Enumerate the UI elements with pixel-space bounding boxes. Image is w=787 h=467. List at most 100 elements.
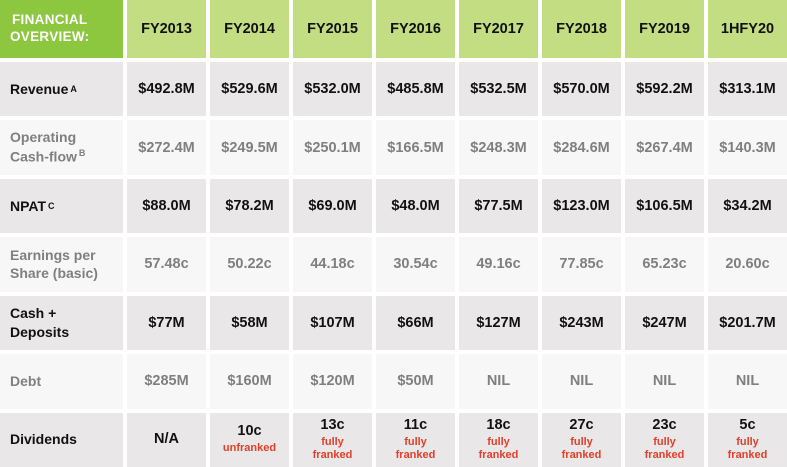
dividend-cell: 27c fully franked: [542, 412, 621, 467]
dividends-label: Dividends: [10, 431, 77, 448]
franking-note: fully franked: [728, 436, 768, 462]
dividend-cell: 11c fully franked: [376, 412, 455, 467]
revenue-cell: $492.8M: [127, 62, 206, 117]
debt-cell: $50M: [376, 354, 455, 409]
eps-cell: 30.54c: [376, 237, 455, 292]
eps-cell: 20.60c: [708, 237, 787, 292]
debt-cell: $285M: [127, 354, 206, 409]
row-label-revenue: Revenue A: [0, 62, 123, 117]
dividend-cell: 13c fully franked: [293, 412, 372, 467]
dividend-amount: 13c: [320, 416, 345, 433]
dividend-amount: 5c: [739, 416, 756, 433]
eps-label-line2: Share (basic): [10, 265, 98, 282]
franking-note: fully franked: [479, 436, 519, 462]
opcash-cell: $250.1M: [293, 120, 372, 175]
franking-note-line1: fully: [321, 435, 344, 448]
franking-note-line1: fully: [404, 435, 427, 448]
eps-label-line1: Earnings per: [10, 246, 96, 263]
revenue-cell: $570.0M: [542, 62, 621, 117]
npat-cell: $78.2M: [210, 178, 289, 234]
cash-cell: $66M: [376, 295, 455, 351]
eps-cell: 77.85c: [542, 237, 621, 292]
opcash-cell: $140.3M: [708, 120, 787, 175]
opcash-cell: $284.6M: [542, 120, 621, 175]
year-header-fy2018: FY2018: [542, 0, 621, 58]
eps-cell: 65.23c: [625, 237, 704, 292]
franking-note-line1: fully: [487, 435, 510, 448]
cash-cell: $247M: [625, 295, 704, 351]
dividend-amount: 10c: [237, 423, 262, 440]
npat-footnote: C: [48, 200, 55, 211]
npat-cell: $69.0M: [293, 178, 372, 234]
row-label-debt: Debt: [0, 354, 123, 409]
debt-cell: $160M: [210, 354, 289, 409]
opcash-cell: $166.5M: [376, 120, 455, 175]
cash-cell: $77M: [127, 295, 206, 351]
franking-note-line2: franked: [478, 448, 519, 461]
npat-cell: $48.0M: [376, 178, 455, 234]
dividend-amount: 27c: [569, 416, 594, 433]
revenue-cell: $532.5M: [459, 62, 538, 117]
eps-cell: 44.18c: [293, 237, 372, 292]
dividend-cell: 18c fully franked: [459, 412, 538, 467]
franking-note: unfranked: [222, 442, 277, 455]
row-label-eps: Earnings per Share (basic): [0, 237, 123, 292]
eps-cell: 50.22c: [210, 237, 289, 292]
franking-note-line1: fully: [736, 435, 759, 448]
opcash-label-line1: Operating: [10, 129, 77, 146]
year-header-1hfy20: 1HFY20: [708, 0, 787, 58]
dividend-cell: 10c unfranked: [210, 412, 289, 467]
opcash-footnote: B: [78, 148, 86, 159]
year-header-fy2019: FY2019: [625, 0, 704, 58]
franking-note-line2: franked: [312, 448, 353, 461]
year-header-fy2015: FY2015: [293, 0, 372, 58]
eps-cell: 49.16c: [459, 237, 538, 292]
revenue-label: Revenue: [10, 80, 69, 97]
cash-cell: $127M: [459, 295, 538, 351]
dividend-amount: 11c: [403, 416, 428, 433]
year-header-fy2016: FY2016: [376, 0, 455, 58]
opcash-cell: $267.4M: [625, 120, 704, 175]
npat-cell: $106.5M: [625, 178, 704, 234]
opcash-cell: $248.3M: [459, 120, 538, 175]
year-header-fy2013: FY2013: [127, 0, 206, 58]
table-title: FINANCIAL OVERVIEW:: [0, 0, 123, 58]
franking-note-line1: fully: [653, 435, 676, 448]
franking-note: fully franked: [562, 436, 602, 462]
row-label-cash-deposits: Cash + Deposits: [0, 295, 123, 351]
opcash-cell: $249.5M: [210, 120, 289, 175]
year-header-fy2017: FY2017: [459, 0, 538, 58]
cash-cell: $107M: [293, 295, 372, 351]
row-label-npat: NPAT C: [0, 178, 123, 234]
debt-cell: $120M: [293, 354, 372, 409]
franking-note-line2: franked: [561, 448, 602, 461]
dividend-cell: N/A: [127, 412, 206, 467]
row-label-operating-cashflow: Operating Cash-flow B: [0, 120, 123, 175]
franking-note-line2: franked: [395, 448, 436, 461]
cash-cell: $243M: [542, 295, 621, 351]
revenue-cell: $532.0M: [293, 62, 372, 117]
debt-cell: NIL: [708, 354, 787, 409]
opcash-label-line2: Cash-flow: [10, 148, 77, 165]
revenue-cell: $485.8M: [376, 62, 455, 117]
npat-cell: $77.5M: [459, 178, 538, 234]
debt-cell: NIL: [625, 354, 704, 409]
franking-note-line1: fully: [570, 435, 593, 448]
revenue-cell: $529.6M: [210, 62, 289, 117]
cash-cell: $201.7M: [708, 295, 787, 351]
franking-note: fully franked: [313, 436, 353, 462]
dividend-amount: 23c: [652, 416, 677, 433]
table-title-line2: OVERVIEW:: [10, 29, 90, 44]
npat-cell: $123.0M: [542, 178, 621, 234]
franking-note-line2: franked: [727, 448, 768, 461]
table-title-line1: FINANCIAL: [12, 12, 88, 28]
dividend-amount: 18c: [486, 416, 511, 433]
opcash-cell: $272.4M: [127, 120, 206, 175]
cash-cell: $58M: [210, 295, 289, 351]
dividend-amount: N/A: [154, 430, 179, 447]
revenue-cell: $313.1M: [708, 62, 787, 117]
npat-cell: $88.0M: [127, 178, 206, 234]
row-label-dividends: Dividends: [0, 412, 123, 467]
franking-note: fully franked: [396, 436, 436, 462]
